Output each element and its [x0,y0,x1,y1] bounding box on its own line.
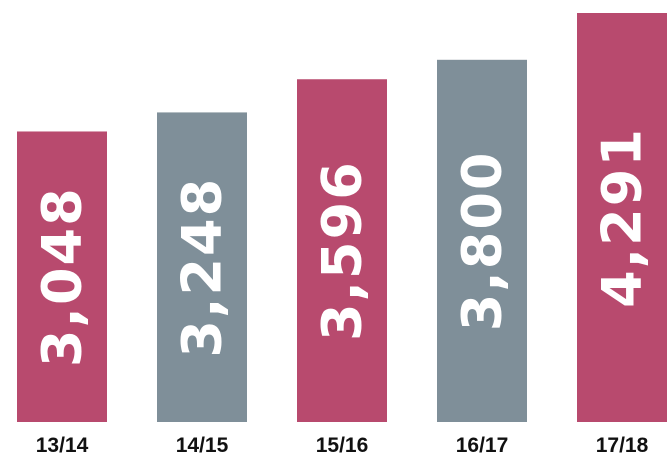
x-tick-label: 13/14 [36,434,89,457]
x-tick-label: 15/16 [316,434,369,457]
bar [577,13,667,422]
bar [157,112,247,422]
value-label: 4,291 [591,127,654,308]
bar [17,131,107,422]
bar [297,79,387,422]
value-label: 3,048 [31,186,94,367]
value-label: 3,596 [311,160,374,341]
x-tick-label: 17/18 [596,434,649,457]
x-tick-label: 14/15 [176,434,229,457]
value-label: 3,800 [451,150,514,331]
value-label: 3,248 [171,177,234,358]
bar [437,59,527,422]
x-tick-label: 16/17 [456,434,509,457]
